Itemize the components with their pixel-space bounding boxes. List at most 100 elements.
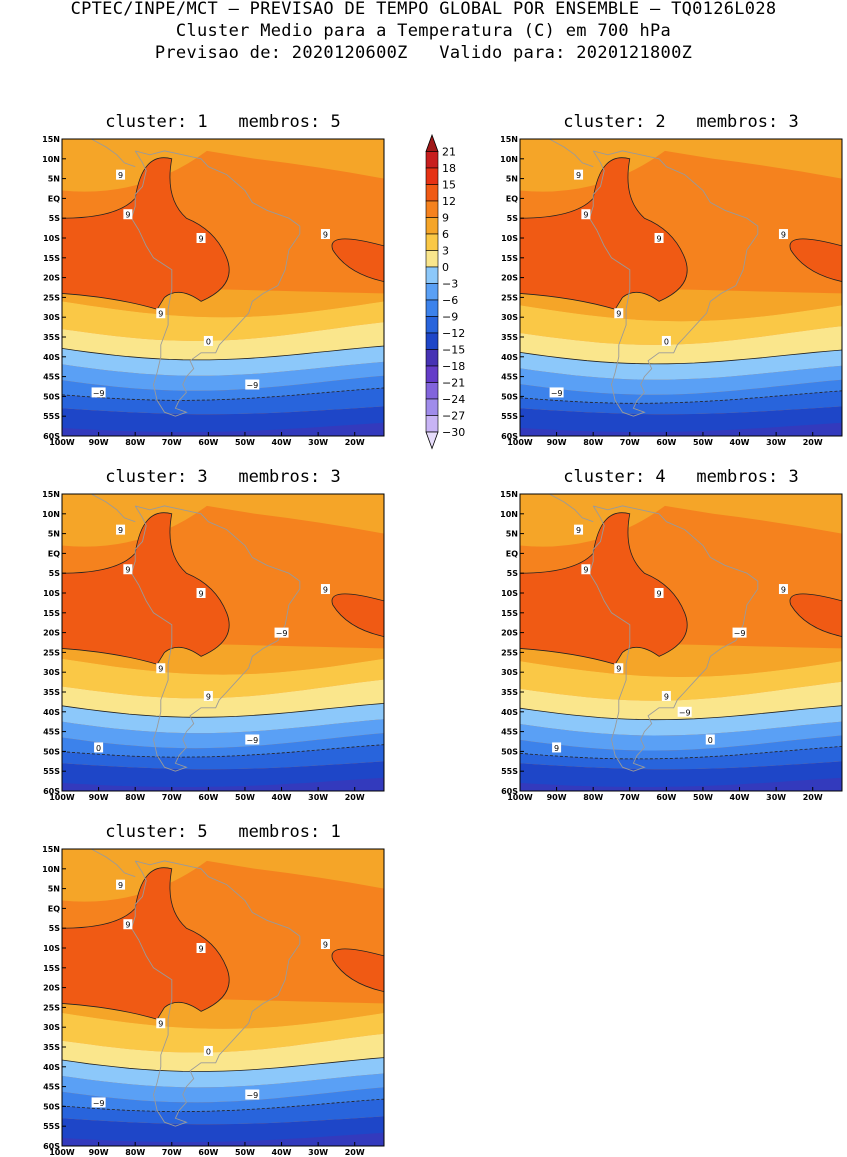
lat-tick-label: 25S (501, 648, 518, 657)
contour-label: −9 (91, 387, 106, 398)
lon-tick-label: 30W (308, 438, 328, 447)
svg-text:9: 9 (781, 586, 786, 595)
lon-tick-label: 80W (125, 793, 145, 802)
lat-tick-label: 20S (501, 274, 518, 283)
lat-tick-label: 10S (501, 589, 518, 598)
lat-tick-label: 30S (43, 668, 60, 677)
lat-tick-label: 55S (501, 767, 518, 776)
svg-text:−9: −9 (734, 629, 746, 638)
svg-text:9: 9 (583, 211, 588, 220)
legend-label: 3 (442, 245, 449, 258)
contour-label: −9 (245, 379, 260, 390)
lat-tick-label: 20S (43, 984, 60, 993)
lon-tick-label: 100W (49, 1148, 75, 1157)
lon-tick-label: 100W (49, 793, 75, 802)
contour-label: 9 (552, 742, 562, 753)
legend-label: −3 (442, 278, 458, 291)
lat-tick-label: 45S (43, 373, 60, 382)
lat-tick-label: 20S (501, 629, 518, 638)
map-panel-3: 9 9 9 9 9 9 0 −9 −9 15N 10N 5N EQ 5S 10S 15S 20S 25S 30S 35… (42, 490, 385, 802)
lat-tick-label: 15S (43, 964, 60, 973)
svg-text:9: 9 (323, 231, 328, 240)
lon-tick-label: 50W (235, 438, 255, 447)
lat-tick-label: 60S (501, 432, 518, 441)
svg-text:−9: −9 (93, 1099, 105, 1108)
lat-tick-label: 15S (43, 609, 60, 618)
lat-tick-label: EQ (48, 194, 60, 203)
lon-tick-label: 30W (766, 438, 786, 447)
legend-label: −9 (442, 311, 458, 324)
lat-tick-label: 5S (507, 569, 519, 578)
legend-swatch (425, 283, 439, 301)
svg-text:9: 9 (198, 235, 203, 244)
svg-text:9: 9 (656, 590, 661, 599)
lon-tick-label: 90W (89, 793, 109, 802)
lat-tick-label: 40S (501, 708, 518, 717)
map-frame (519, 138, 843, 437)
contour-label: 9 (116, 524, 126, 535)
lon-tick-label: 80W (125, 1148, 145, 1157)
legend-swatch (425, 349, 439, 367)
legend-swatch (425, 133, 439, 152)
svg-text:0: 0 (664, 337, 669, 346)
contour-label: −9 (245, 734, 260, 745)
legend-label: 6 (442, 228, 449, 241)
lon-tick-label: 90W (89, 1148, 109, 1157)
lat-tick-label: 10S (501, 234, 518, 243)
legend-label: 0 (442, 261, 449, 274)
lat-tick-label: 55S (43, 767, 60, 776)
lat-tick-label: 25S (43, 293, 60, 302)
contour-label: 9 (156, 1018, 166, 1029)
lon-tick-label: 30W (308, 1148, 328, 1157)
legend-label: −15 (442, 344, 465, 357)
lat-tick-label: 35S (43, 688, 60, 697)
contour-label: 9 (320, 584, 330, 595)
contour-label: 9 (116, 169, 126, 180)
lat-tick-label: 5S (507, 214, 519, 223)
lat-tick-label: 10S (43, 589, 60, 598)
coastline (131, 505, 301, 772)
contour-label: 9 (614, 308, 624, 319)
lat-tick-label: 20S (43, 274, 60, 283)
lon-tick-label: 50W (693, 793, 713, 802)
panel-title-1: cluster: 1 membros: 5 (105, 112, 341, 132)
lat-tick-label: 50S (43, 747, 60, 756)
contour-label: 9 (778, 584, 788, 595)
lat-tick-label: 35S (501, 688, 518, 697)
lat-tick-label: EQ (48, 549, 60, 558)
lat-tick-label: EQ (506, 549, 518, 558)
legend-swatch (425, 167, 439, 185)
legend-swatch (425, 415, 439, 433)
legend-label: −12 (442, 327, 465, 340)
contour-label: −9 (274, 627, 289, 638)
lon-tick-label: 40W (730, 793, 750, 802)
lat-tick-label: 25S (501, 293, 518, 302)
lat-tick-label: 55S (501, 412, 518, 421)
contour-label: 9 (196, 588, 206, 599)
lat-tick-label: 5N (506, 530, 518, 539)
panel-title-2: cluster: 2 membros: 3 (563, 112, 799, 132)
lat-tick-label: 15N (42, 135, 60, 144)
contour-label: 9 (116, 879, 126, 890)
lat-tick-label: 60S (43, 1142, 60, 1151)
legend-swatch (425, 233, 439, 251)
legend-label: 12 (442, 195, 456, 208)
lon-tick-label: 90W (547, 793, 567, 802)
lat-tick-label: 5N (48, 175, 60, 184)
contour-label: 9 (203, 690, 213, 701)
svg-text:9: 9 (583, 566, 588, 575)
lat-tick-label: 40S (43, 353, 60, 362)
lon-tick-label: 50W (693, 438, 713, 447)
lon-tick-label: 80W (125, 438, 145, 447)
legend-label: 9 (442, 212, 449, 225)
lon-tick-label: 60W (656, 793, 676, 802)
contour-label: 9 (320, 939, 330, 950)
lat-tick-label: 45S (501, 373, 518, 382)
svg-text:9: 9 (198, 590, 203, 599)
legend-label: −27 (442, 410, 465, 423)
lon-tick-label: 40W (272, 793, 292, 802)
svg-text:9: 9 (158, 1020, 163, 1029)
lat-tick-label: 10S (43, 234, 60, 243)
lon-tick-label: 70W (162, 793, 182, 802)
